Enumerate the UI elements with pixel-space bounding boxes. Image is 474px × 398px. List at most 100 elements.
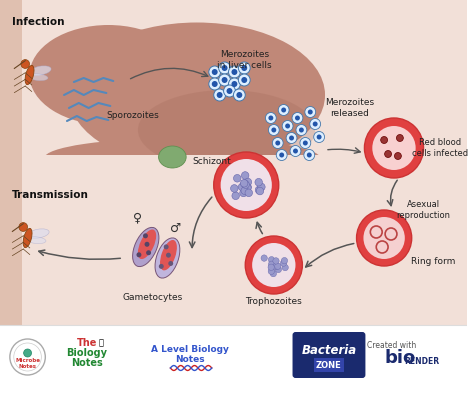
- Circle shape: [245, 236, 302, 294]
- Circle shape: [242, 181, 249, 188]
- Circle shape: [241, 77, 247, 83]
- Ellipse shape: [133, 227, 159, 267]
- Circle shape: [268, 115, 273, 121]
- Circle shape: [268, 264, 274, 271]
- Circle shape: [231, 81, 237, 87]
- Ellipse shape: [138, 230, 156, 259]
- Circle shape: [364, 217, 405, 259]
- Circle shape: [255, 186, 263, 194]
- Circle shape: [295, 115, 300, 121]
- Circle shape: [370, 226, 382, 238]
- Circle shape: [244, 183, 251, 191]
- Circle shape: [365, 118, 424, 178]
- Circle shape: [255, 178, 263, 186]
- Circle shape: [14, 343, 41, 371]
- Circle shape: [317, 135, 321, 140]
- Text: RENDER: RENDER: [404, 357, 439, 367]
- Circle shape: [166, 253, 171, 258]
- Bar: [0, 325, 467, 398]
- Circle shape: [281, 260, 287, 266]
- Circle shape: [275, 140, 280, 146]
- Circle shape: [10, 339, 46, 375]
- Circle shape: [256, 187, 264, 195]
- Circle shape: [219, 62, 230, 74]
- Text: Notes: Notes: [71, 358, 102, 368]
- Circle shape: [273, 263, 279, 269]
- Circle shape: [238, 74, 250, 86]
- Circle shape: [314, 131, 325, 142]
- Circle shape: [19, 222, 27, 231]
- Text: 🧬: 🧬: [99, 339, 104, 347]
- Circle shape: [159, 264, 164, 269]
- Circle shape: [244, 184, 251, 191]
- Circle shape: [137, 252, 141, 257]
- Circle shape: [237, 92, 242, 98]
- Circle shape: [241, 180, 248, 187]
- Circle shape: [168, 261, 173, 266]
- Circle shape: [290, 146, 301, 156]
- Circle shape: [212, 69, 218, 75]
- Text: Schizont: Schizont: [192, 158, 231, 166]
- Circle shape: [209, 78, 220, 90]
- Circle shape: [286, 133, 297, 144]
- Circle shape: [293, 148, 298, 154]
- Circle shape: [281, 258, 288, 264]
- Circle shape: [231, 69, 237, 75]
- Circle shape: [232, 192, 239, 199]
- Circle shape: [268, 268, 274, 275]
- Ellipse shape: [138, 90, 315, 170]
- Text: ♀: ♀: [133, 211, 143, 224]
- Text: Infection: Infection: [12, 17, 64, 27]
- Circle shape: [282, 121, 293, 131]
- Circle shape: [273, 258, 279, 264]
- Circle shape: [222, 65, 228, 71]
- Circle shape: [217, 92, 223, 98]
- Circle shape: [252, 243, 295, 287]
- Circle shape: [240, 179, 248, 187]
- Text: Microbe: Microbe: [15, 359, 40, 363]
- Circle shape: [275, 266, 282, 273]
- Circle shape: [385, 228, 397, 240]
- Ellipse shape: [27, 237, 46, 244]
- Circle shape: [228, 78, 240, 90]
- Text: A Level Biology: A Level Biology: [151, 345, 229, 353]
- Ellipse shape: [160, 240, 177, 270]
- Circle shape: [209, 66, 220, 78]
- Circle shape: [212, 81, 218, 87]
- Text: Transmission: Transmission: [12, 190, 89, 200]
- Text: Notes: Notes: [18, 363, 36, 369]
- Circle shape: [230, 185, 238, 192]
- Circle shape: [289, 135, 294, 140]
- Circle shape: [24, 349, 31, 357]
- Circle shape: [276, 150, 287, 160]
- Circle shape: [396, 135, 403, 142]
- Circle shape: [388, 231, 394, 237]
- Circle shape: [244, 178, 252, 186]
- Circle shape: [234, 174, 241, 182]
- Bar: [22, 155, 337, 185]
- Bar: [0, 0, 22, 325]
- Text: Trophozoites: Trophozoites: [246, 297, 302, 306]
- Circle shape: [268, 261, 275, 267]
- Circle shape: [233, 89, 245, 101]
- Bar: [22, 168, 337, 208]
- Circle shape: [220, 159, 272, 211]
- Ellipse shape: [159, 146, 186, 168]
- Circle shape: [241, 65, 247, 71]
- Text: Sporozoites: Sporozoites: [107, 111, 159, 119]
- Circle shape: [379, 244, 385, 250]
- Text: Merozoites
in liver cells: Merozoites in liver cells: [217, 50, 272, 70]
- Circle shape: [224, 85, 236, 97]
- Text: bio: bio: [384, 349, 416, 367]
- Circle shape: [214, 89, 226, 101]
- Circle shape: [376, 241, 388, 253]
- Circle shape: [265, 113, 276, 123]
- Circle shape: [279, 152, 284, 158]
- Circle shape: [274, 263, 281, 269]
- Text: ZONE: ZONE: [316, 361, 342, 369]
- Circle shape: [374, 229, 379, 235]
- Circle shape: [300, 137, 311, 148]
- Circle shape: [219, 74, 230, 86]
- Ellipse shape: [28, 74, 48, 81]
- Circle shape: [285, 123, 290, 129]
